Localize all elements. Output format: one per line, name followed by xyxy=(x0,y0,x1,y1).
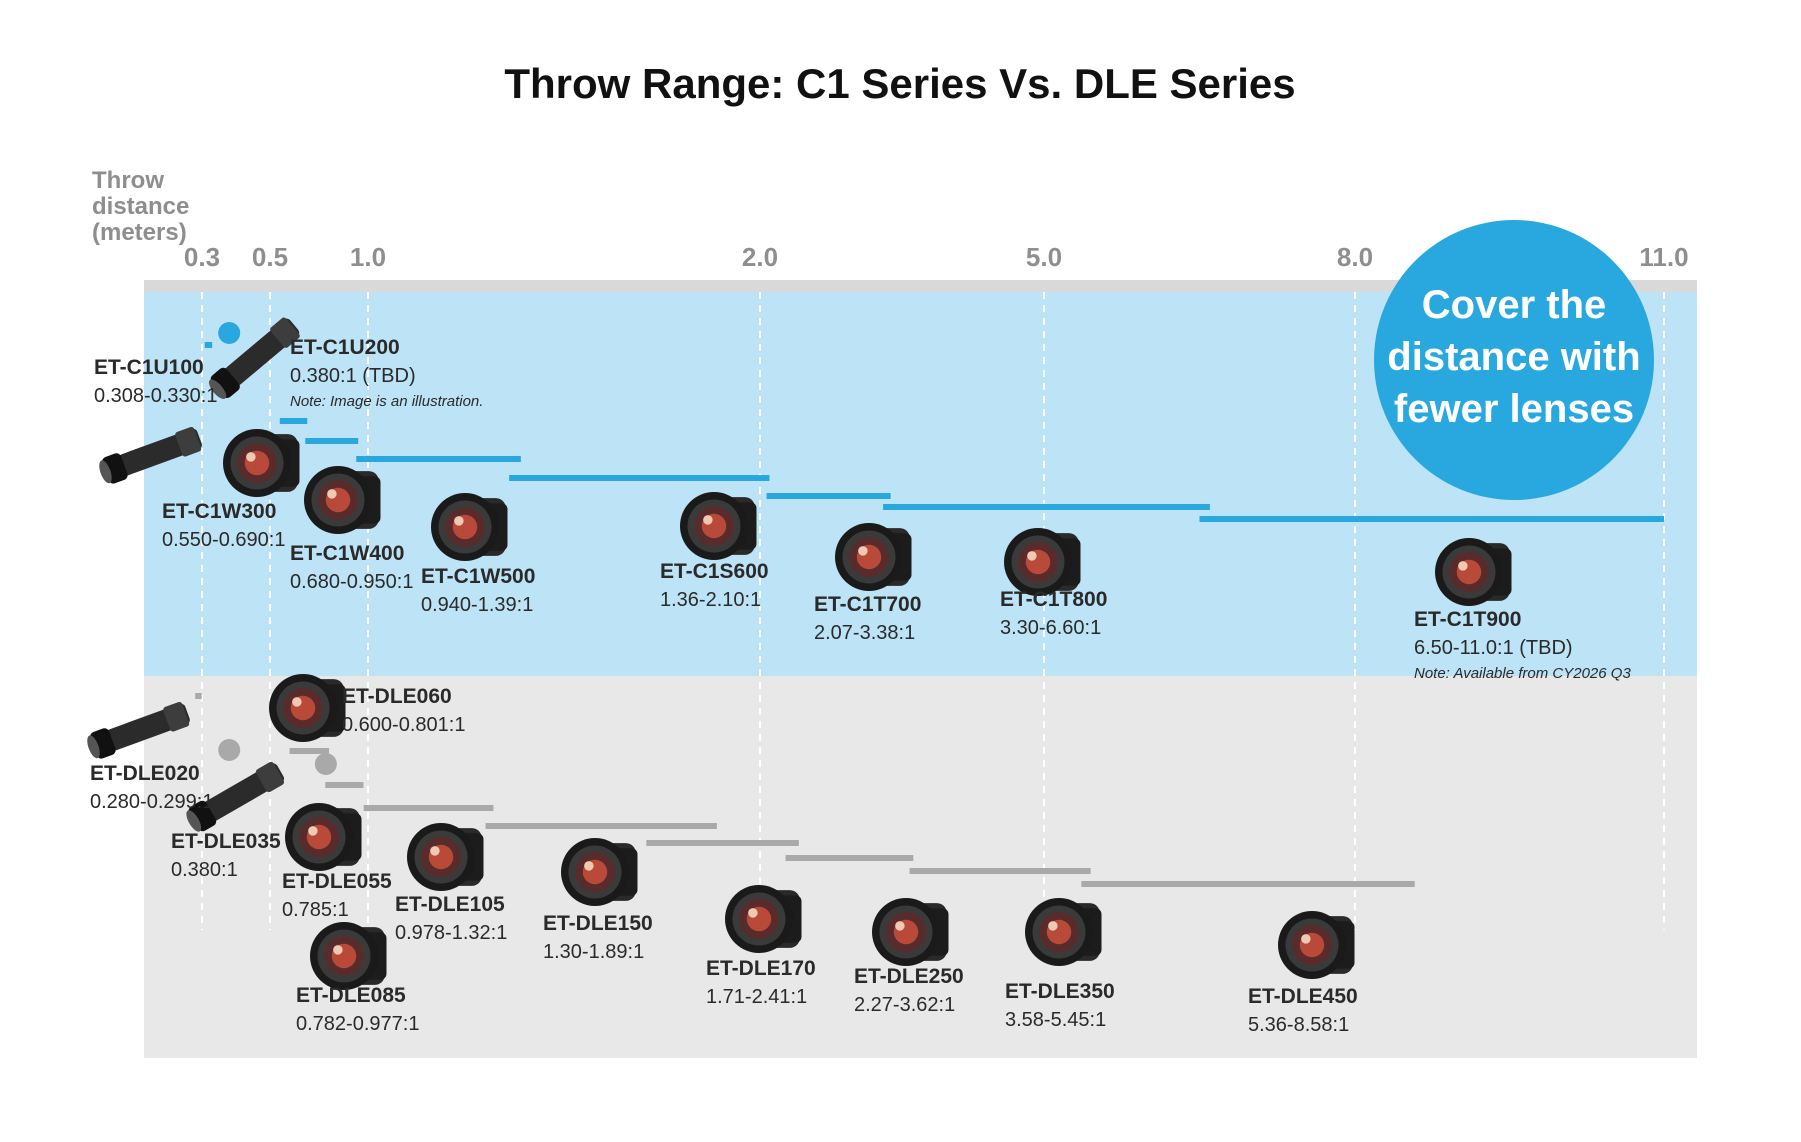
axis-label-line-2: distance xyxy=(92,193,189,220)
et-c1w400-ratio: 0.680-0.950:1 xyxy=(290,571,413,593)
et-c1w300-name: ET-C1W300 xyxy=(162,500,276,523)
et-dle055-fixed-marker xyxy=(314,753,337,775)
et-c1w500-ratio: 0.940-1.39:1 xyxy=(421,594,533,616)
lens-labels: ET-C1U100 0.308-0.330:1 ET-C1U200 0.380:1 (… xyxy=(90,336,1631,1036)
et-dle170-ratio: 1.71-2.41:1 xyxy=(706,986,807,1008)
et-dle150-lens-icon xyxy=(561,838,638,906)
et-c1t700-name: ET-C1T700 xyxy=(814,593,921,616)
et-dle105-ratio: 0.978-1.32:1 xyxy=(395,922,507,944)
et-c1t800-name: ET-C1T800 xyxy=(1000,588,1107,611)
chart-title: Throw Range: C1 Series Vs. DLE Series xyxy=(504,60,1295,107)
et-c1t700-ratio: 2.07-3.38:1 xyxy=(814,622,915,644)
et-c1s600-lens-icon xyxy=(680,492,757,560)
et-dle350-name: ET-DLE350 xyxy=(1005,980,1115,1003)
et-dle055-lens-icon xyxy=(285,803,362,871)
et-dle055-ratio: 0.785:1 xyxy=(282,899,349,921)
callout-circle xyxy=(1374,220,1654,500)
et-c1t900-ratio: 6.50-11.0:1 (TBD) xyxy=(1414,637,1573,659)
et-dle020-lens-icon xyxy=(87,701,190,759)
grid-lines xyxy=(201,292,1665,930)
x-tick-label: 11.0 xyxy=(1639,242,1688,272)
x-tick-label: 5.0 xyxy=(1026,242,1062,272)
et-dle060-name: ET-DLE060 xyxy=(342,685,452,708)
et-c1t900-note: Note: Available from CY2026 Q3 xyxy=(1414,665,1631,682)
et-c1u100-ratio: 0.308-0.330:1 xyxy=(94,385,217,407)
et-dle060-lens-icon xyxy=(269,674,346,742)
et-dle020-name: ET-DLE020 xyxy=(90,762,200,785)
x-tick-label: 1.0 xyxy=(350,242,386,272)
et-c1w400-lens-icon xyxy=(304,466,381,534)
x-tick-label: 2.0 xyxy=(742,242,778,272)
callout-line-2: distance with xyxy=(1387,335,1640,379)
et-dle450-lens-icon xyxy=(1278,911,1355,979)
et-c1s600-ratio: 1.36-2.10:1 xyxy=(660,589,761,611)
et-c1w300-ratio: 0.550-0.690:1 xyxy=(162,529,285,551)
et-dle060-ratio: 0.600-0.801:1 xyxy=(342,714,465,736)
et-c1w300-lens-icon xyxy=(223,429,300,497)
et-c1t800-lens-icon xyxy=(1004,528,1081,596)
axis-label-line-1: Throw xyxy=(92,167,164,194)
et-dle020-ratio: 0.280-0.299:1 xyxy=(90,791,213,813)
et-dle350-lens-icon xyxy=(1025,898,1102,966)
et-c1t700-lens-icon xyxy=(835,523,912,591)
et-dle170-lens-icon xyxy=(725,885,802,953)
et-dle250-name: ET-DLE250 xyxy=(854,965,964,988)
et-dle035-name: ET-DLE035 xyxy=(171,830,281,853)
et-c1u200-ratio: 0.380:1 (TBD) xyxy=(290,365,416,387)
et-dle450-ratio: 5.36-8.58:1 xyxy=(1248,1014,1349,1036)
callout-line-1: Cover the xyxy=(1422,283,1607,327)
et-dle085-name: ET-DLE085 xyxy=(296,984,406,1007)
et-dle085-lens-icon xyxy=(310,922,387,990)
et-c1u200-note: Note: Image is an illustration. xyxy=(290,393,483,410)
et-dle105-name: ET-DLE105 xyxy=(395,893,505,916)
et-c1t900-lens-icon xyxy=(1435,538,1512,606)
et-c1u200-name: ET-C1U200 xyxy=(290,336,400,359)
et-dle450-name: ET-DLE450 xyxy=(1248,985,1358,1008)
et-dle055-name: ET-DLE055 xyxy=(282,870,392,893)
et-c1u200-lens-icon xyxy=(208,317,300,400)
axis-label-line-3: (meters) xyxy=(92,219,187,246)
et-dle150-ratio: 1.30-1.89:1 xyxy=(543,941,644,963)
et-c1s600-name: ET-C1S600 xyxy=(660,560,769,583)
et-c1w500-name: ET-C1W500 xyxy=(421,565,535,588)
et-dle170-name: ET-DLE170 xyxy=(706,957,816,980)
x-tick-label: 8.0 xyxy=(1337,242,1373,272)
et-dle350-ratio: 3.58-5.45:1 xyxy=(1005,1009,1106,1031)
et-dle250-ratio: 2.27-3.62:1 xyxy=(854,994,955,1016)
dle-series-panel xyxy=(144,676,1697,1058)
et-c1u100-name: ET-C1U100 xyxy=(94,356,204,379)
et-dle250-lens-icon xyxy=(872,898,949,966)
et-c1t900-name: ET-C1T900 xyxy=(1414,608,1521,631)
x-tick-label: 0.3 xyxy=(184,242,220,272)
callout-line-3: fewer lenses xyxy=(1394,387,1634,431)
et-dle105-lens-icon xyxy=(407,823,484,891)
et-c1u100-lens-icon xyxy=(99,426,202,484)
x-tick-label: 0.5 xyxy=(252,242,288,272)
et-dle035-fixed-marker xyxy=(218,739,241,761)
et-c1t800-ratio: 3.30-6.60:1 xyxy=(1000,617,1101,639)
range-bars xyxy=(195,322,1664,887)
et-c1w500-lens-icon xyxy=(431,493,508,561)
lens-icons xyxy=(87,317,1512,990)
et-dle035-ratio: 0.380:1 xyxy=(171,859,238,881)
et-c1u200-fixed-marker xyxy=(218,322,241,344)
x-tick-labels: 0.3 0.5 1.0 2.0 5.0 8.0 11.0 xyxy=(184,242,1689,272)
et-dle085-ratio: 0.782-0.977:1 xyxy=(296,1013,419,1035)
et-dle035-lens-icon xyxy=(186,761,285,832)
axis-top-band xyxy=(144,280,1697,292)
et-c1w400-name: ET-C1W400 xyxy=(290,542,404,565)
et-dle150-name: ET-DLE150 xyxy=(543,912,653,935)
